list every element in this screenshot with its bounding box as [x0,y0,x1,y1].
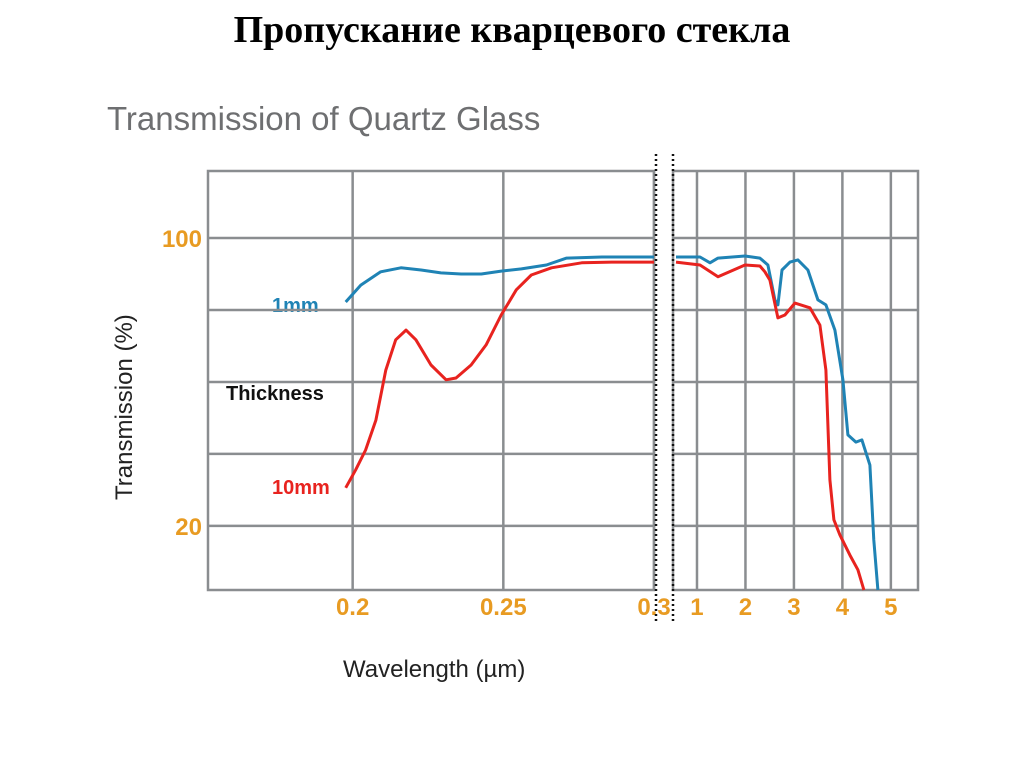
legend-title: Thickness [226,383,324,405]
x-tick-label: 1 [690,594,703,621]
y-axis-label: Transmission (%) [111,314,138,500]
series-label-10mm: 10mm [272,477,330,499]
x-tick-label: 0.2 [336,594,369,621]
plot-area: 0.2 0.25 0.3 1 2 3 4 5 100 20 [162,154,920,624]
x-tick-label: 3 [787,594,800,621]
x-tick-label: 0.25 [480,594,527,621]
chart-title: Transmission of Quartz Glass [107,100,540,137]
y-tick-label: 20 [175,514,202,541]
slide-title: Пропускание кварцевого стекла [233,9,791,51]
x-tick-label: 4 [836,594,850,621]
series-label-1mm: 1mm [272,295,319,317]
series-line-1mm-ir [676,254,880,591]
series-line-1mm-uv [344,255,654,303]
x-tick-label: 5 [884,594,897,621]
y-tick-label: 100 [162,226,202,253]
series-line-10mm-ir [675,260,866,591]
series-line-10mm-uv [344,260,654,489]
x-tick-label: 0.3 [637,594,670,621]
x-axis-label: Wavelength (µm) [343,656,525,683]
x-tick-label: 2 [739,594,752,621]
